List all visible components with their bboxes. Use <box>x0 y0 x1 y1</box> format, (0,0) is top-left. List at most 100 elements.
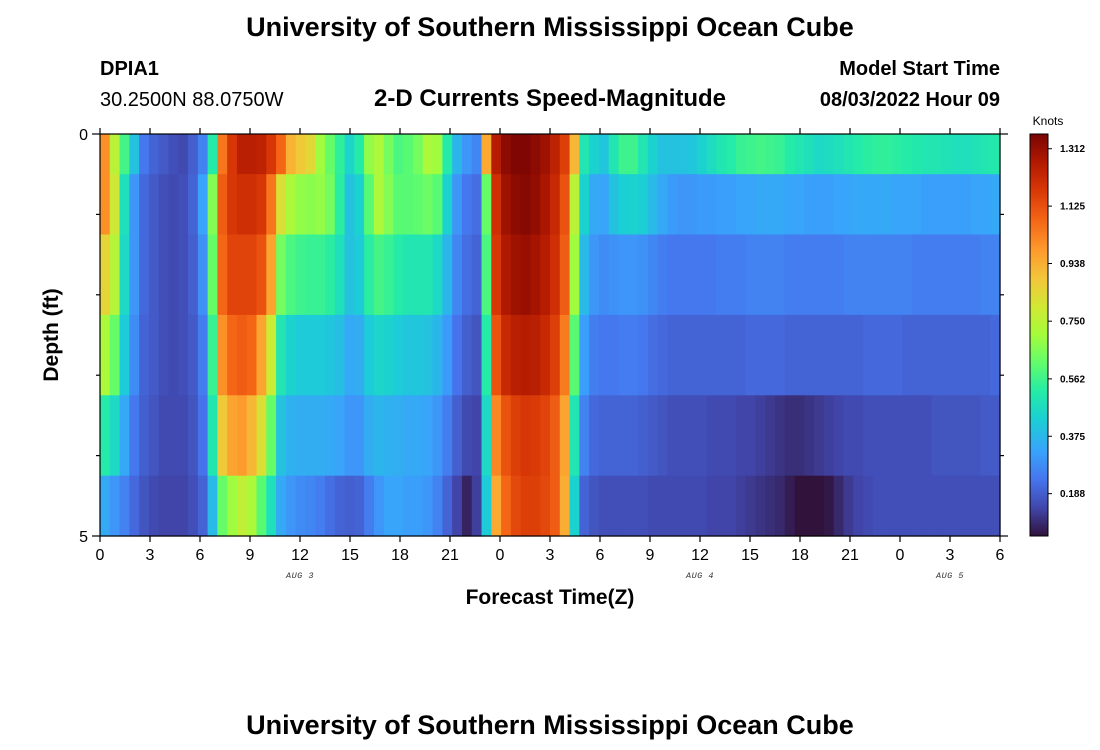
heatmap-cell <box>481 134 492 175</box>
heatmap-cell <box>647 174 659 236</box>
heatmap-cell <box>158 174 170 236</box>
heatmap-cell <box>638 234 649 316</box>
x-tick-label: 0 <box>896 547 905 564</box>
heatmap-cell <box>735 174 747 236</box>
heatmap-cell <box>139 314 150 396</box>
heatmap-cell <box>628 314 639 396</box>
heatmap-cell <box>598 134 610 175</box>
heatmap-cell <box>843 475 854 537</box>
heatmap-cell <box>618 475 629 537</box>
heatmap-cell <box>559 234 571 316</box>
heatmap-cell <box>726 234 737 316</box>
heatmap-cell <box>471 234 483 316</box>
heatmap-cell <box>491 314 502 396</box>
heatmap-cell <box>853 134 864 175</box>
heatmap-cell <box>217 134 228 175</box>
heatmap-cell <box>833 134 845 175</box>
heatmap-cell <box>520 475 532 537</box>
heatmap-cell <box>413 314 424 396</box>
heatmap-cell <box>931 395 942 477</box>
heatmap-cell <box>168 134 179 175</box>
heatmap-cell <box>325 314 336 396</box>
heatmap-cell <box>246 314 258 396</box>
heatmap-cell <box>422 174 434 236</box>
heatmap-cell <box>618 174 629 236</box>
heatmap-cell <box>413 395 424 477</box>
heatmap-cell <box>726 314 737 396</box>
heatmap-cell <box>882 475 893 537</box>
heatmap-cell <box>109 134 121 175</box>
heatmap-cell <box>119 314 130 396</box>
heatmap-cell <box>559 134 571 175</box>
heatmap-cell <box>461 314 473 396</box>
heatmap-cell <box>334 174 346 236</box>
heatmap-cell <box>276 134 287 175</box>
heatmap-cell <box>872 134 884 175</box>
heatmap-cell <box>100 234 111 316</box>
heatmap-cell <box>530 395 541 477</box>
heatmap-cell <box>902 475 913 537</box>
x-tick-label: 21 <box>441 547 459 564</box>
heatmap-cell <box>530 475 541 537</box>
heatmap-cell <box>794 314 805 396</box>
heatmap-cell <box>344 234 355 316</box>
heatmap-cell <box>256 234 267 316</box>
heatmap-cell <box>804 134 815 175</box>
heatmap-cell <box>921 314 933 396</box>
heatmap-cell <box>491 234 502 316</box>
x-axis-ticks: 0 3 6 9 12 15 18 21 0 3 6 9 12 15 18 21 0 3 6 <box>96 128 1005 564</box>
heatmap-cell <box>598 174 610 236</box>
heatmap-cell <box>334 314 346 396</box>
colorbar-tick-label: 0.938 <box>1060 259 1085 270</box>
heatmap-cell <box>207 314 218 396</box>
heatmap-cell <box>775 174 786 236</box>
heatmap-cell <box>158 475 170 537</box>
x-tick-label: 3 <box>946 547 955 564</box>
heatmap-cell <box>872 395 884 477</box>
heatmap-cell <box>413 134 424 175</box>
heatmap-cell <box>100 174 111 236</box>
heatmap-cell <box>618 134 629 175</box>
heatmap-cell <box>647 134 659 175</box>
heatmap-cell <box>726 395 737 477</box>
heatmap-cell <box>579 314 590 396</box>
heatmap-cell <box>980 234 991 316</box>
heatmap-cell <box>461 234 473 316</box>
heatmap-cell <box>197 134 209 175</box>
heatmap-cell <box>491 475 502 537</box>
heatmap-cell <box>550 475 561 537</box>
heatmap-cell <box>677 475 688 537</box>
heatmap-cell <box>872 234 884 316</box>
heatmap-cell <box>598 234 610 316</box>
heatmap-cell <box>550 395 561 477</box>
colorbar-tick-label: 1.125 <box>1060 202 1085 213</box>
heatmap-cell <box>383 174 395 236</box>
heatmap-cell <box>843 174 854 236</box>
heatmap-cell <box>647 395 659 477</box>
heatmap-cell <box>902 395 913 477</box>
heatmap-cell <box>902 174 913 236</box>
heatmap-cell <box>686 234 698 316</box>
heatmap-cell <box>256 395 267 477</box>
heatmap-cell <box>501 475 512 537</box>
chart-subtitle: 2-D Currents Speed-Magnitude <box>374 85 726 112</box>
heatmap-cell <box>501 314 512 396</box>
heatmap-cell <box>109 395 121 477</box>
heatmap-cell <box>735 395 747 477</box>
heatmap-cell <box>951 234 962 316</box>
heatmap-cell <box>315 234 326 316</box>
heatmap-cell <box>461 134 473 175</box>
heatmap-cell <box>784 174 796 236</box>
heatmap-cell <box>863 475 874 537</box>
heatmap-cell <box>784 314 796 396</box>
heatmap-cell <box>579 234 590 316</box>
heatmap-cell <box>119 234 130 316</box>
heatmap-cell <box>921 174 933 236</box>
heatmap-cell <box>178 314 189 396</box>
heatmap-cell <box>814 314 825 396</box>
station-location: 30.2500N 88.0750W <box>100 89 284 111</box>
heatmap-cell <box>276 475 287 537</box>
heatmap-cell <box>452 314 463 396</box>
heatmap-cell <box>608 174 620 236</box>
